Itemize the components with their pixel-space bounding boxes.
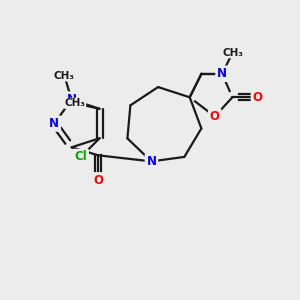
Text: N: N <box>49 117 59 130</box>
Text: O: O <box>210 110 220 123</box>
Text: N: N <box>217 67 227 80</box>
Text: CH₃: CH₃ <box>65 98 86 108</box>
Text: N: N <box>146 155 156 168</box>
Text: Cl: Cl <box>74 151 87 164</box>
Text: O: O <box>252 91 262 104</box>
Text: O: O <box>93 174 103 187</box>
Text: N: N <box>67 93 76 106</box>
Text: CH₃: CH₃ <box>222 48 243 58</box>
Text: CH₃: CH₃ <box>54 71 75 81</box>
